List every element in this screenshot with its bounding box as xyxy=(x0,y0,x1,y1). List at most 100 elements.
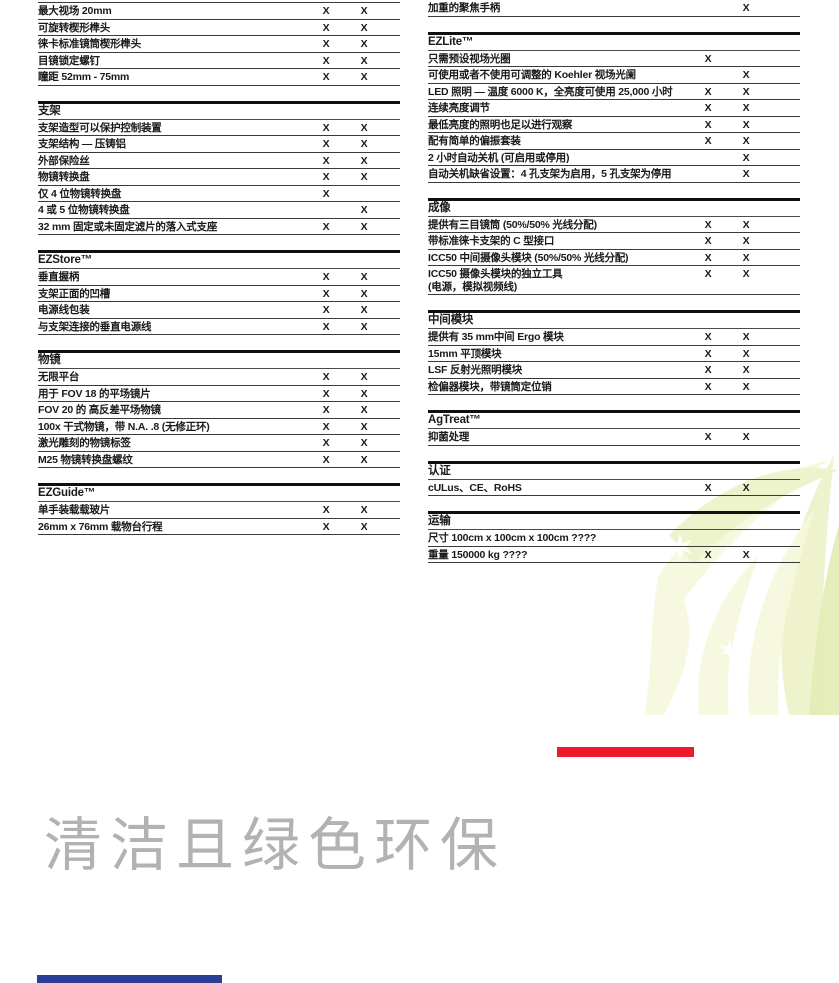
spec-label: 支架正面的凹槽 xyxy=(38,287,111,300)
availability-mark: X xyxy=(322,5,330,17)
availability-mark: X xyxy=(360,5,368,17)
availability-mark: X xyxy=(742,347,750,360)
availability-mark: X xyxy=(742,268,750,280)
section-title: 认证 xyxy=(428,460,800,480)
availability-mark: X xyxy=(360,21,368,34)
availability-mark: X xyxy=(742,218,750,231)
section-title: 中间模块 xyxy=(428,310,800,329)
spec-label: 与支架连接的垂直电源线 xyxy=(38,320,152,333)
availability-mark: X xyxy=(322,21,330,34)
spec-section: 成像 提供有三目镜筒 (50%/50% 光线分配) X X 带标准徕卡支架的 C 型接口… xyxy=(428,197,800,295)
availability-mark: X xyxy=(704,380,712,393)
section-title: EZStore™ xyxy=(38,250,400,269)
spec-label: 15mm 平顶模块 xyxy=(428,347,502,360)
spec-label: M25 物镜转换盘螺纹 xyxy=(38,453,133,466)
availability-mark: X xyxy=(322,287,330,300)
section-title: EZGuide™ xyxy=(38,483,400,502)
availability-mark: X xyxy=(360,171,368,183)
section-title: 运输 xyxy=(428,511,800,530)
spec-label: 32 mm 固定或未固定滤片的落入式支座 xyxy=(38,220,218,233)
spec-label: 提供有 35 mm中间 Ergo 模块 xyxy=(428,331,564,343)
availability-mark: X xyxy=(360,387,368,400)
availability-mark: X xyxy=(322,504,330,516)
availability-mark: X xyxy=(360,287,368,300)
spec-label: 激光雕刻的物镜标签 xyxy=(38,437,131,449)
spec-label: LSF 反射光照明模块 xyxy=(428,364,523,376)
spec-label: 物镜转换盘 xyxy=(38,171,90,183)
spec-row: 徕卡标准镜筒楔形榫头 X X xyxy=(38,36,400,53)
availability-mark: X xyxy=(322,520,330,533)
spec-row: 带标准徕卡支架的 C 型接口 X X xyxy=(428,233,800,250)
spec-row: 最低亮度的照明也足以进行观察 X X xyxy=(428,117,800,133)
spec-row: 32 mm 固定或未固定滤片的落入式支座 X X xyxy=(38,219,400,235)
spec-label: 100x 干式物镜，带 N.A. .8 (无修正环) xyxy=(38,420,210,433)
spec-label: 徕卡标准镜筒楔形榫头 xyxy=(38,38,141,50)
availability-mark: X xyxy=(322,320,330,333)
availability-mark: X xyxy=(360,71,368,83)
spec-label: 自动关机缺省设置：4 孔支架为启用，5 孔支架为停用 xyxy=(428,168,672,180)
spec-label: 支架结构 — 压铸铝 xyxy=(38,138,126,150)
section-title: 成像 xyxy=(428,197,800,217)
spec-row: 与支架连接的垂直电源线 X X xyxy=(38,319,400,335)
spec-label: cULus、CE、RoHS xyxy=(428,481,522,494)
availability-mark: X xyxy=(742,364,750,376)
availability-mark: X xyxy=(360,138,368,150)
availability-mark: X xyxy=(360,437,368,449)
availability-mark: X xyxy=(322,304,330,316)
spec-column-left: 最大视场 20mm X X 可旋转楔形榫头 X X 徕卡标准镜筒楔形榫头 X X 目镜锁定螺钉 X X… xyxy=(38,0,400,535)
spec-row: 抑菌处理 X X xyxy=(428,429,800,446)
spec-label: 最低亮度的照明也足以进行观察 xyxy=(428,118,573,131)
spec-row: cULus、CE、RoHS X X xyxy=(428,480,800,496)
availability-mark: X xyxy=(704,118,712,131)
spec-section: 物镜 无限平台 X X 用于 FOV 18 的平场镜片 X X FOV 20 的 高反差平场物… xyxy=(38,350,400,468)
spec-section: EZGuide™ 单手装载载玻片 X X 26mm x 76mm 载物台行程 X X xyxy=(38,483,400,535)
availability-mark: X xyxy=(742,251,750,264)
availability-mark: X xyxy=(322,220,330,233)
spec-label: 加重的聚焦手柄 xyxy=(428,2,501,14)
spec-label: 垂直握柄 xyxy=(38,271,80,283)
spec-label: 尺寸 100cm x 100cm x 100cm ???? xyxy=(428,532,597,544)
spec-row: 目镜锁定螺钉 X X xyxy=(38,53,400,69)
spec-row: 垂直握柄 X X xyxy=(38,269,400,286)
availability-mark: X xyxy=(704,431,712,443)
availability-mark: X xyxy=(360,453,368,466)
spec-row: 15mm 平顶模块 X X xyxy=(428,346,800,362)
availability-mark: X xyxy=(742,235,750,247)
spec-label: 可旋转楔形榫头 xyxy=(38,21,111,34)
spec-label: 2 小时自动关机 (可启用或停用) xyxy=(428,151,570,164)
spec-row: 支架结构 — 压铸铝 X X xyxy=(38,136,400,153)
spec-label: 外部保险丝 xyxy=(38,154,90,167)
availability-mark: X xyxy=(360,154,368,167)
spec-row: 2 小时自动关机 (可启用或停用) X xyxy=(428,150,800,166)
availability-mark: X xyxy=(360,204,368,216)
spec-row: 4 或 5 位物镜转换盘 X xyxy=(38,202,400,219)
spec-label-second-line: (电源，模拟视频线) xyxy=(428,280,517,293)
spec-row: ICC50 摄像头模块的独立工具 (电源，模拟视频线) X X xyxy=(428,266,800,295)
availability-mark: X xyxy=(742,548,750,561)
spec-label: 抑菌处理 xyxy=(428,431,470,443)
spec-row: 瞳距 52mm - 75mm X X xyxy=(38,69,400,86)
availability-mark: X xyxy=(742,69,750,81)
availability-mark: X xyxy=(704,364,712,376)
spec-section: 中间模块 提供有 35 mm中间 Ergo 模块 X X 15mm 平顶模块 X X LSF … xyxy=(428,310,800,395)
spec-row: 可使用或者不使用可调整的 Koehler 视场光阑 X xyxy=(428,67,800,84)
availability-mark: X xyxy=(322,121,330,134)
availability-mark: X xyxy=(742,431,750,443)
spec-row: 提供有 35 mm中间 Ergo 模块 X X xyxy=(428,329,800,346)
spec-label: 重量 150000 kg ???? xyxy=(428,548,528,561)
spec-row: 重量 150000 kg ???? X X xyxy=(428,547,800,563)
spec-section: 支架 支架造型可以保护控制装置 X X 支架结构 — 压铸铝 X X 外部保险丝 X X 物镜转换盘… xyxy=(38,100,400,235)
availability-mark: X xyxy=(322,371,330,383)
spec-section: AgTreat™ 抑菌处理 X X xyxy=(428,410,800,446)
section-title: 物镜 xyxy=(38,350,400,369)
spec-label: 单手装载载玻片 xyxy=(38,504,111,516)
availability-mark: X xyxy=(322,171,330,183)
availability-mark: X xyxy=(322,138,330,150)
spec-row: ICC50 中间摄像头模块 (50%/50% 光线分配) X X xyxy=(428,250,800,266)
availability-mark: X xyxy=(360,320,368,333)
spec-row: 无限平台 X X xyxy=(38,369,400,386)
availability-mark: X xyxy=(360,38,368,50)
availability-mark: X xyxy=(742,168,750,180)
availability-mark: X xyxy=(704,85,712,98)
availability-mark: X xyxy=(704,331,712,343)
